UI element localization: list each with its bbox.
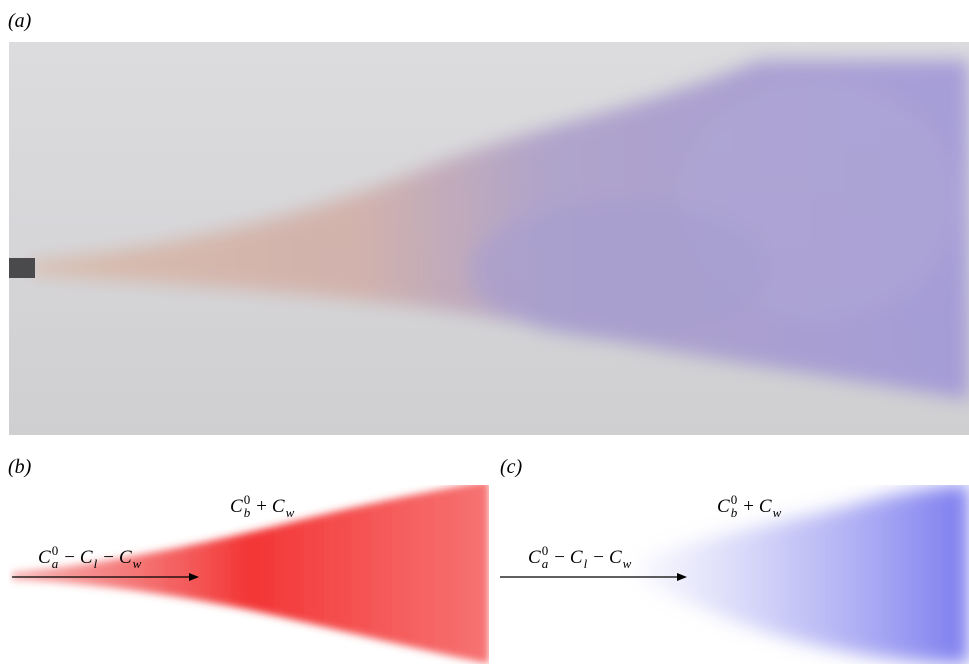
symbol: C [759, 496, 772, 517]
operator: − [64, 547, 75, 568]
subscript: b [244, 505, 251, 520]
symbol: C [80, 547, 93, 568]
panel-label: (b) [8, 456, 32, 478]
symbol: C [272, 496, 285, 517]
symbol: C [38, 547, 51, 568]
operator: − [554, 547, 565, 568]
subscript: w [773, 505, 782, 520]
subscript: w [623, 556, 632, 571]
subscript: w [286, 505, 295, 520]
subscript: l [94, 556, 98, 571]
operator: + [743, 496, 754, 517]
subscript: a [542, 556, 549, 571]
subscript: w [133, 556, 142, 571]
symbol: C [528, 547, 541, 568]
operator: + [256, 496, 267, 517]
symbol: C [570, 547, 583, 568]
panel-label: (a) [8, 10, 32, 32]
page: (a) (b) C0b+Cw C0a−Cl−Cw (c) C0b+Cw C0a−… [0, 0, 969, 664]
subscript: b [731, 505, 738, 520]
operator: − [103, 547, 114, 568]
operator: − [593, 547, 604, 568]
symbol: C [119, 547, 132, 568]
panel-label: (c) [500, 456, 523, 478]
figure: (a) (b) C0b+Cw C0a−Cl−Cw (c) C0b+Cw C0a−… [0, 0, 969, 664]
subscript: a [52, 556, 59, 571]
blue-field [640, 484, 969, 664]
symbol: C [717, 496, 730, 517]
red-field [12, 480, 489, 664]
symbol: C [609, 547, 622, 568]
photo [9, 42, 969, 435]
subscript: l [584, 556, 588, 571]
symbol: C [230, 496, 243, 517]
